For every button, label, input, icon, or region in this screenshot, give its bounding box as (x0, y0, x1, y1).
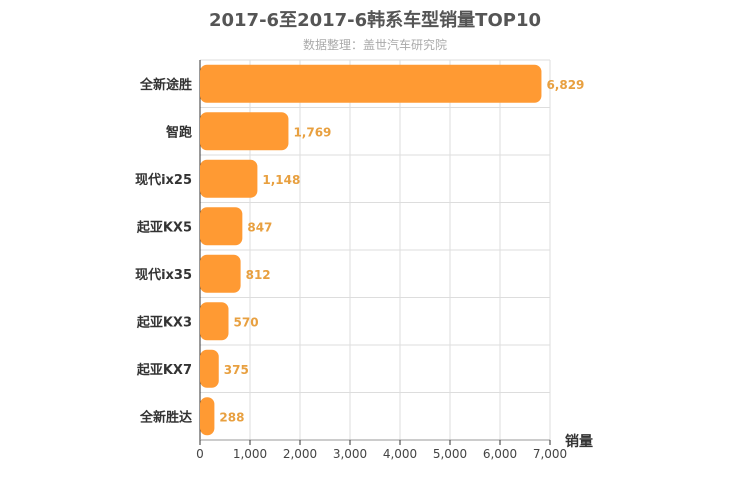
bar (200, 159, 258, 198)
category-label: 现代ix25 (135, 172, 192, 188)
x-tick-label: 3,000 (333, 447, 367, 461)
bar (200, 302, 229, 341)
bar (200, 112, 289, 151)
data-label: 375 (224, 363, 249, 377)
x-tick-label: 2,000 (283, 447, 317, 461)
x-tick-label: 0 (196, 447, 204, 461)
data-label: 6,829 (546, 78, 584, 92)
bar (200, 349, 219, 388)
category-label: 起亚KX3 (136, 314, 192, 330)
x-tick-label: 1,000 (233, 447, 267, 461)
category-label: 全新途胜 (139, 77, 192, 93)
x-tick-label: 5,000 (433, 447, 467, 461)
bar (200, 207, 243, 246)
data-label: 847 (247, 220, 272, 234)
chart-subtitle: 数据整理：盖世汽车研究院 (302, 38, 447, 52)
data-label: 570 (234, 315, 259, 329)
x-tick-label: 6,000 (483, 447, 517, 461)
data-label: 288 (219, 410, 244, 424)
category-label: 全新胜达 (139, 409, 192, 425)
chart-title: 2017-6至2017-6韩系车型销量TOP10 (208, 10, 541, 31)
bar (200, 64, 542, 103)
category-label: 现代ix35 (135, 267, 192, 283)
x-tick-label: 4,000 (383, 447, 417, 461)
x-tick-label: 7,000 (533, 447, 567, 461)
bar (200, 254, 241, 293)
x-axis-title: 销量 (565, 433, 593, 450)
category-label: 起亚KX5 (136, 219, 192, 235)
data-label: 1,769 (293, 125, 331, 139)
bar (200, 397, 215, 436)
category-label: 智跑 (166, 124, 192, 140)
data-label: 1,148 (262, 173, 300, 187)
data-label: 812 (246, 268, 271, 282)
category-label: 起亚KX7 (136, 362, 192, 378)
